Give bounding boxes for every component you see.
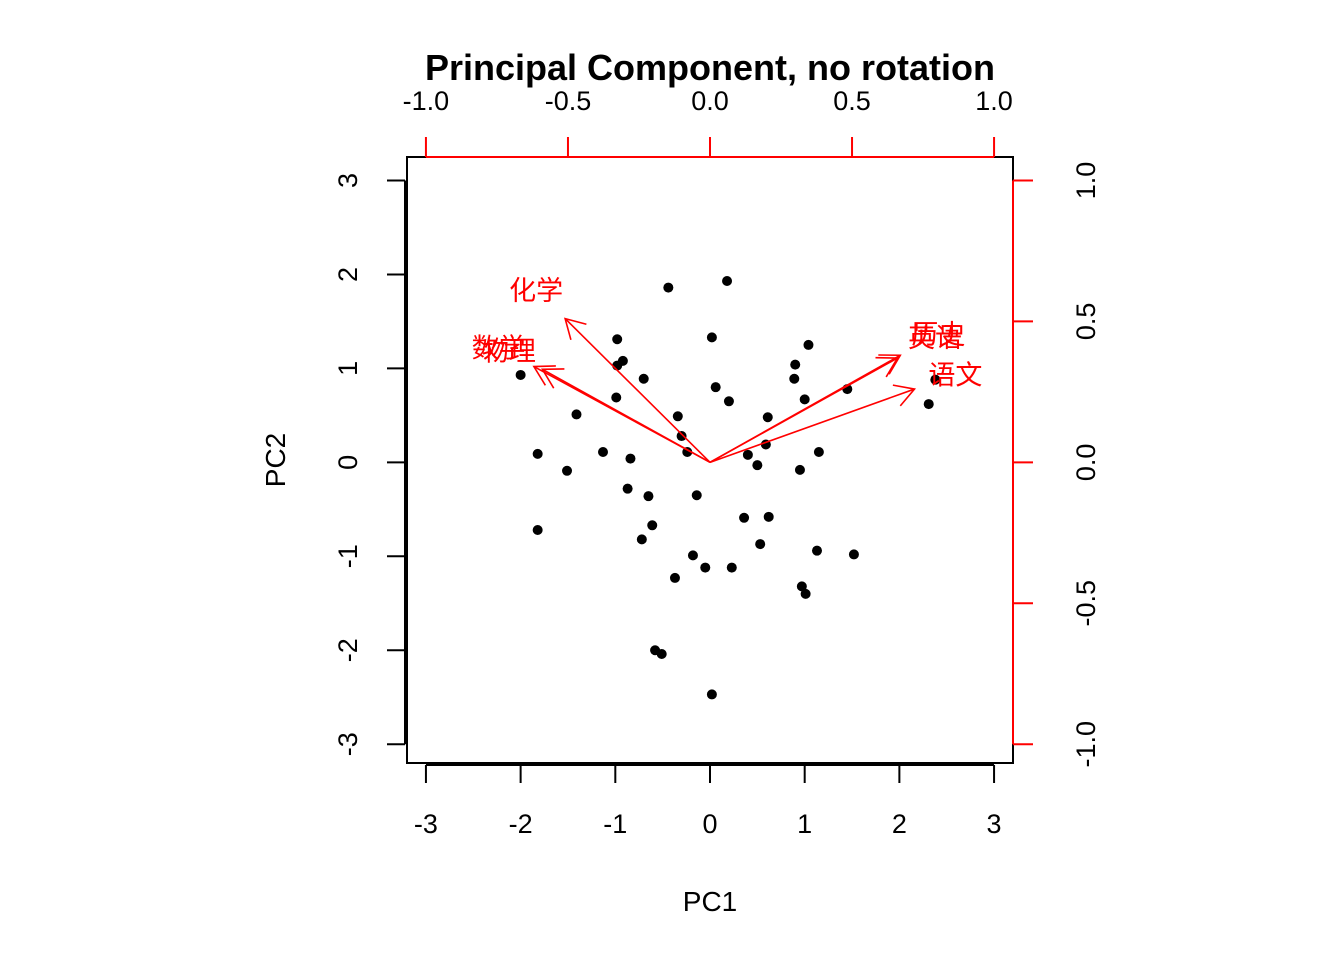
loading-arrow <box>542 368 711 464</box>
top-tick-label: 0.5 <box>833 86 871 116</box>
right-tick-label: 1.0 <box>1071 162 1101 200</box>
arrow-head <box>892 384 917 407</box>
score-point <box>669 572 680 583</box>
score-point <box>755 539 766 550</box>
y-axis-label: PC2 <box>260 433 291 487</box>
score-point <box>762 412 773 423</box>
score-point <box>687 550 698 561</box>
right-axis: -1.0 -0.5 0.0 0.5 1.0 <box>1012 162 1101 768</box>
score-points <box>515 276 941 700</box>
arrow-head <box>878 354 902 375</box>
loading-arrow <box>709 388 915 464</box>
arrow-head <box>875 356 899 378</box>
score-point <box>672 411 683 422</box>
score-point <box>647 520 658 531</box>
score-point <box>799 394 810 405</box>
score-point <box>723 396 734 407</box>
score-point <box>676 431 687 442</box>
right-tick-label: -0.5 <box>1071 580 1101 627</box>
score-point <box>562 465 573 476</box>
x-tick-label: 3 <box>987 809 1002 839</box>
score-point <box>691 490 702 501</box>
score-point <box>700 562 711 573</box>
arrow-head <box>532 365 556 386</box>
score-point <box>611 392 622 403</box>
score-point <box>722 276 733 287</box>
score-point <box>612 334 623 345</box>
score-point <box>622 483 633 494</box>
loading-label: 化学 <box>509 276 563 306</box>
y-tick-label: 0 <box>333 455 363 470</box>
score-point <box>726 562 737 573</box>
score-point <box>739 512 750 523</box>
score-point <box>656 649 667 660</box>
x-tick-label: -2 <box>509 809 533 839</box>
y-tick-label: -2 <box>333 638 363 662</box>
score-point <box>794 464 805 475</box>
top-tick-label: 1.0 <box>975 86 1013 116</box>
x-tick-label: -1 <box>603 809 627 839</box>
loading-label: 语文 <box>928 360 982 390</box>
score-point <box>515 369 526 380</box>
score-point <box>848 549 859 560</box>
score-point <box>742 449 753 460</box>
score-point <box>790 359 801 370</box>
score-point <box>636 534 647 545</box>
score-point <box>532 448 543 459</box>
score-point <box>532 524 543 535</box>
plot-frame <box>406 156 1014 764</box>
x-tick-label: 2 <box>892 809 907 839</box>
score-point <box>638 373 649 384</box>
loading-label: 物理 <box>482 337 536 367</box>
x-axis-label: PC1 <box>683 886 737 917</box>
right-tick-label: 0.5 <box>1071 303 1101 341</box>
score-point <box>923 399 934 410</box>
score-point <box>706 332 717 343</box>
score-point <box>763 511 774 522</box>
score-point <box>813 447 824 458</box>
right-tick-label: 0.0 <box>1071 444 1101 482</box>
score-point <box>752 460 763 471</box>
score-point <box>598 447 609 458</box>
score-point <box>643 491 654 502</box>
score-point <box>663 282 674 293</box>
arrow-head <box>541 368 565 389</box>
y-tick-label: 3 <box>333 173 363 188</box>
score-point <box>789 373 800 384</box>
score-point <box>811 545 822 556</box>
loading-label: 历史 <box>911 320 965 350</box>
y-tick-label: -1 <box>333 544 363 568</box>
loading-label: 数学 <box>472 333 526 363</box>
score-point <box>625 453 636 464</box>
score-point <box>706 689 717 700</box>
loading-arrow <box>564 318 711 463</box>
y-tick-label: 1 <box>333 361 363 376</box>
x-tick-label: 0 <box>702 809 717 839</box>
chart-title: Principal Component, no rotation <box>425 47 995 88</box>
top-tick-label: 0.0 <box>691 86 729 116</box>
score-point <box>800 588 811 599</box>
right-tick-label: -1.0 <box>1071 721 1101 768</box>
loading-label: 英语 <box>908 323 962 353</box>
top-axis: -1.0 -0.5 0.0 0.5 1.0 <box>403 86 1013 158</box>
score-point <box>796 581 807 592</box>
top-tick-label: -0.5 <box>545 86 592 116</box>
y-tick-label: 2 <box>333 267 363 282</box>
y-tick-label: -3 <box>333 732 363 756</box>
arrow-head <box>563 317 587 341</box>
top-tick-label: -1.0 <box>403 86 450 116</box>
score-point <box>617 355 628 366</box>
bottom-axis: -3 -2 -1 0 1 2 3 <box>414 764 1002 839</box>
x-tick-label: 1 <box>797 809 812 839</box>
score-point <box>710 382 721 393</box>
left-axis: -3 -2 -1 0 1 2 3 <box>333 173 406 756</box>
loading-arrow <box>709 357 898 464</box>
x-tick-label: -3 <box>414 809 438 839</box>
score-point <box>803 339 814 350</box>
score-point <box>571 409 582 420</box>
score-point <box>930 374 941 385</box>
